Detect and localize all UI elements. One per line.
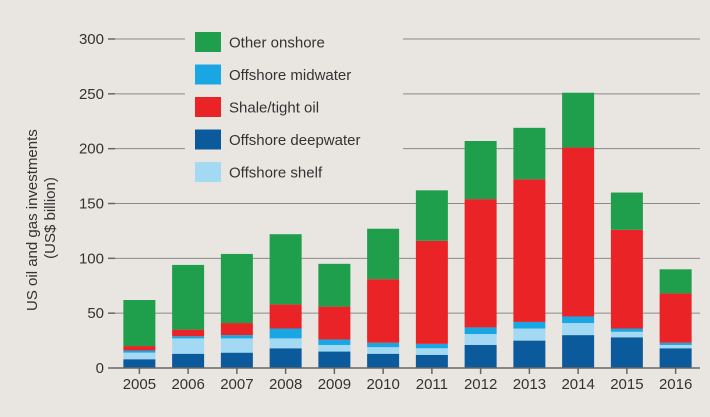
bar-offshore-midwater-2015 bbox=[610, 328, 643, 332]
x-tick-label: 2007 bbox=[220, 376, 253, 393]
y-axis-title: US oil and gas investments (US$ billion) bbox=[24, 125, 59, 311]
bar-offshore-shelf-2010 bbox=[367, 347, 400, 354]
bar-offshore-midwater-2012 bbox=[464, 327, 497, 335]
bar-other-onshore-2014 bbox=[562, 92, 595, 148]
x-tick-label: 2012 bbox=[464, 376, 497, 393]
bar-offshore-deepwater-2013 bbox=[513, 340, 546, 368]
bar-offshore-deepwater-2008 bbox=[269, 348, 302, 368]
bar-other-onshore-2016 bbox=[659, 269, 692, 294]
bar-offshore-midwater-2009 bbox=[318, 339, 351, 345]
bar-offshore-midwater-2014 bbox=[562, 316, 595, 324]
bar-offshore-deepwater-2016 bbox=[659, 348, 692, 368]
bar-shale-tight-oil-2012 bbox=[464, 199, 497, 328]
bar-offshore-midwater-2008 bbox=[269, 328, 302, 339]
x-tick-label: 2014 bbox=[561, 376, 594, 393]
x-tick-label: 2011 bbox=[416, 376, 448, 393]
legend-swatch-other-onshore bbox=[195, 32, 221, 52]
legend: Other onshore Offshore midwater Shale/tigh… bbox=[185, 28, 403, 193]
bar-other-onshore-2011 bbox=[415, 190, 448, 241]
bar-offshore-shelf-2016 bbox=[659, 344, 692, 349]
y-tick-label: 0 bbox=[96, 360, 104, 377]
bar-offshore-midwater-2005 bbox=[123, 350, 156, 353]
bar-other-onshore-2010 bbox=[367, 228, 400, 280]
x-tick-label: 2006 bbox=[171, 376, 204, 393]
legend-label-offshore-shelf: Offshore shelf bbox=[229, 165, 323, 182]
x-tick-label: 2008 bbox=[269, 376, 302, 393]
x-tick-label: 2016 bbox=[659, 376, 692, 393]
bars bbox=[123, 92, 692, 368]
bar-other-onshore-2005 bbox=[123, 300, 156, 347]
bar-shale-tight-oil-2015 bbox=[610, 229, 643, 329]
bar-offshore-midwater-2006 bbox=[172, 336, 205, 339]
x-tick-label: 2010 bbox=[366, 376, 399, 393]
bar-shale-tight-oil-2011 bbox=[415, 240, 448, 344]
bar-shale-tight-oil-2005 bbox=[123, 346, 156, 351]
bar-shale-tight-oil-2008 bbox=[269, 304, 302, 329]
bar-offshore-midwater-2013 bbox=[513, 321, 546, 329]
bar-shale-tight-oil-2010 bbox=[367, 279, 400, 343]
y-tick-label: 200 bbox=[79, 141, 104, 158]
x-tick-label: 2013 bbox=[513, 376, 546, 393]
x-tick-label: 2009 bbox=[318, 376, 351, 393]
y-ticks: 0 50 100 150 200 250 300 bbox=[79, 31, 115, 377]
x-ticks: 2005 2006 2007 2008 2009 2010 2011 2012 2013 2014… bbox=[123, 368, 692, 393]
y-axis-title-line-1: US oil and gas investments bbox=[24, 129, 41, 311]
legend-background bbox=[185, 28, 403, 193]
legend-label-offshore-midwater: Offshore midwater bbox=[229, 67, 351, 84]
legend-swatch-offshore-midwater bbox=[195, 64, 221, 85]
bar-offshore-deepwater-2006 bbox=[172, 353, 205, 368]
bar-other-onshore-2009 bbox=[318, 263, 351, 307]
bar-offshore-midwater-2016 bbox=[659, 342, 692, 345]
bar-other-onshore-2007 bbox=[220, 253, 253, 324]
bar-offshore-shelf-2013 bbox=[513, 328, 546, 341]
bar-other-onshore-2008 bbox=[269, 234, 302, 305]
y-tick-label: 300 bbox=[79, 31, 104, 48]
bar-shale-tight-oil-2016 bbox=[659, 293, 692, 343]
bar-offshore-deepwater-2010 bbox=[367, 353, 400, 368]
bar-offshore-shelf-2006 bbox=[172, 338, 205, 354]
x-tick-label: 2005 bbox=[123, 376, 156, 393]
bar-offshore-deepwater-2014 bbox=[562, 335, 595, 368]
bar-offshore-deepwater-2009 bbox=[318, 351, 351, 368]
legend-swatch-offshore-deepwater bbox=[195, 129, 221, 150]
bar-offshore-midwater-2007 bbox=[220, 335, 253, 339]
y-tick-label: 250 bbox=[79, 86, 104, 103]
bar-shale-tight-oil-2013 bbox=[513, 179, 546, 322]
bar-offshore-deepwater-2012 bbox=[464, 344, 497, 368]
bar-offshore-shelf-2012 bbox=[464, 334, 497, 345]
bar-other-onshore-2013 bbox=[513, 127, 546, 180]
bar-offshore-deepwater-2007 bbox=[220, 352, 253, 368]
bar-other-onshore-2012 bbox=[464, 140, 497, 200]
bar-offshore-deepwater-2005 bbox=[123, 359, 156, 368]
bar-offshore-deepwater-2011 bbox=[415, 354, 448, 368]
legend-swatch-offshore-shelf bbox=[195, 162, 221, 182]
bar-offshore-midwater-2011 bbox=[415, 343, 448, 349]
y-tick-label: 50 bbox=[87, 305, 104, 322]
bar-other-onshore-2006 bbox=[172, 264, 205, 330]
legend-label-shale-tight-oil: Shale/tight oil bbox=[229, 100, 319, 117]
bar-offshore-midwater-2010 bbox=[367, 342, 400, 348]
bar-offshore-shelf-2011 bbox=[415, 348, 448, 355]
bar-offshore-shelf-2008 bbox=[269, 338, 302, 349]
y-tick-label: 100 bbox=[79, 250, 104, 267]
bar-offshore-shelf-2015 bbox=[610, 331, 643, 338]
x-tick-label: 2015 bbox=[610, 376, 643, 393]
legend-label-other-onshore: Other onshore bbox=[229, 35, 325, 52]
y-axis-title-line-2: (US$ billion) bbox=[42, 177, 59, 259]
bar-shale-tight-oil-2006 bbox=[172, 329, 205, 337]
bar-shale-tight-oil-2014 bbox=[562, 147, 595, 317]
bar-shale-tight-oil-2007 bbox=[220, 323, 253, 336]
bar-offshore-deepwater-2015 bbox=[610, 337, 643, 368]
legend-label-offshore-deepwater: Offshore deepwater bbox=[229, 132, 360, 149]
y-tick-label: 150 bbox=[79, 196, 104, 213]
bar-offshore-shelf-2009 bbox=[318, 344, 351, 352]
bar-other-onshore-2015 bbox=[610, 192, 643, 230]
bar-offshore-shelf-2005 bbox=[123, 352, 156, 360]
legend-swatch-shale-tight-oil bbox=[195, 97, 221, 117]
bar-offshore-shelf-2014 bbox=[562, 323, 595, 336]
bar-shale-tight-oil-2009 bbox=[318, 306, 351, 340]
bar-offshore-shelf-2007 bbox=[220, 338, 253, 353]
